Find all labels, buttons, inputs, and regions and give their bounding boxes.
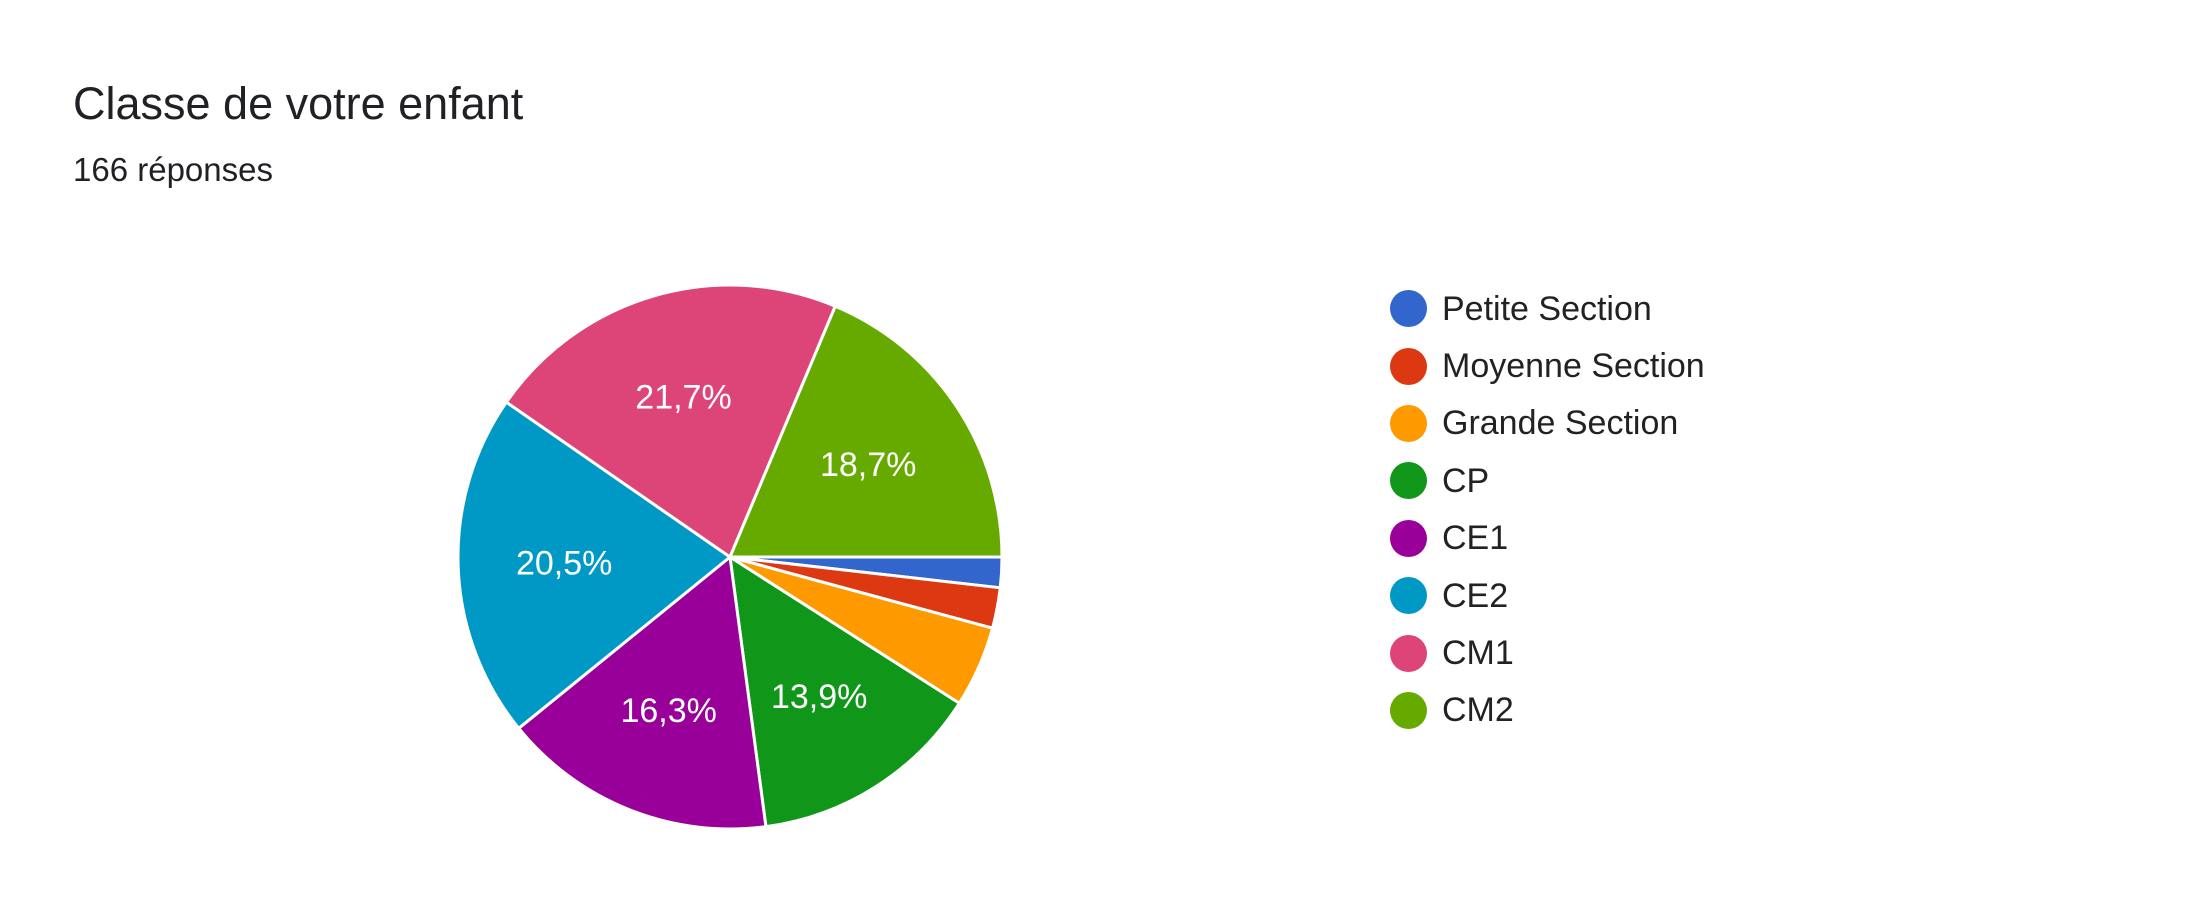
chart-title: Classe de votre enfant	[73, 78, 524, 129]
legend-label: CP	[1442, 461, 1490, 500]
slice-label-ce1: 16,3%	[620, 692, 716, 730]
legend-item-cm2[interactable]: CM2	[1390, 682, 1705, 739]
legend-label: CM2	[1442, 691, 1514, 730]
legend-swatch-icon	[1390, 290, 1427, 328]
legend-item-moyenne-section[interactable]: Moyenne Section	[1390, 337, 1705, 394]
response-count: 166 réponses	[73, 151, 273, 188]
legend-swatch-icon	[1390, 462, 1427, 500]
legend-label: Moyenne Section	[1442, 347, 1705, 386]
legend-item-petite-section[interactable]: Petite Section	[1390, 280, 1705, 337]
legend-item-grande-section[interactable]: Grande Section	[1390, 395, 1705, 452]
legend-label: CM1	[1442, 634, 1514, 673]
legend-swatch-icon	[1390, 577, 1427, 615]
legend-swatch-icon	[1390, 691, 1427, 729]
slice-label-cm1: 21,7%	[635, 379, 731, 417]
legend-item-cp[interactable]: CP	[1390, 452, 1705, 509]
slice-label-cp: 13,9%	[771, 678, 867, 716]
legend-label: CE1	[1442, 519, 1509, 558]
legend-swatch-icon	[1390, 519, 1427, 557]
pie-slice-cm2[interactable]	[728, 304, 1004, 559]
pie-slice-cm1[interactable]	[504, 283, 837, 559]
pie-slice-cp[interactable]	[728, 555, 961, 829]
pie-slice-ce2[interactable]	[456, 400, 732, 730]
legend-label: Grande Section	[1442, 404, 1679, 443]
legend-item-ce1[interactable]: CE1	[1390, 510, 1705, 567]
legend-label: Petite Section	[1442, 289, 1652, 328]
legend-label: CE2	[1442, 576, 1509, 615]
legend-item-ce2[interactable]: CE2	[1390, 567, 1705, 624]
slice-label-ce2: 20,5%	[516, 544, 612, 582]
legend-swatch-icon	[1390, 634, 1427, 672]
pie-slice-ce1[interactable]	[517, 555, 768, 831]
legend-item-cm1[interactable]: CM1	[1390, 624, 1705, 681]
legend: Petite Section Moyenne Section Grande Se…	[1390, 280, 1705, 739]
legend-swatch-icon	[1390, 347, 1427, 385]
legend-swatch-icon	[1390, 404, 1427, 442]
slice-label-cm2: 18,7%	[820, 446, 916, 484]
